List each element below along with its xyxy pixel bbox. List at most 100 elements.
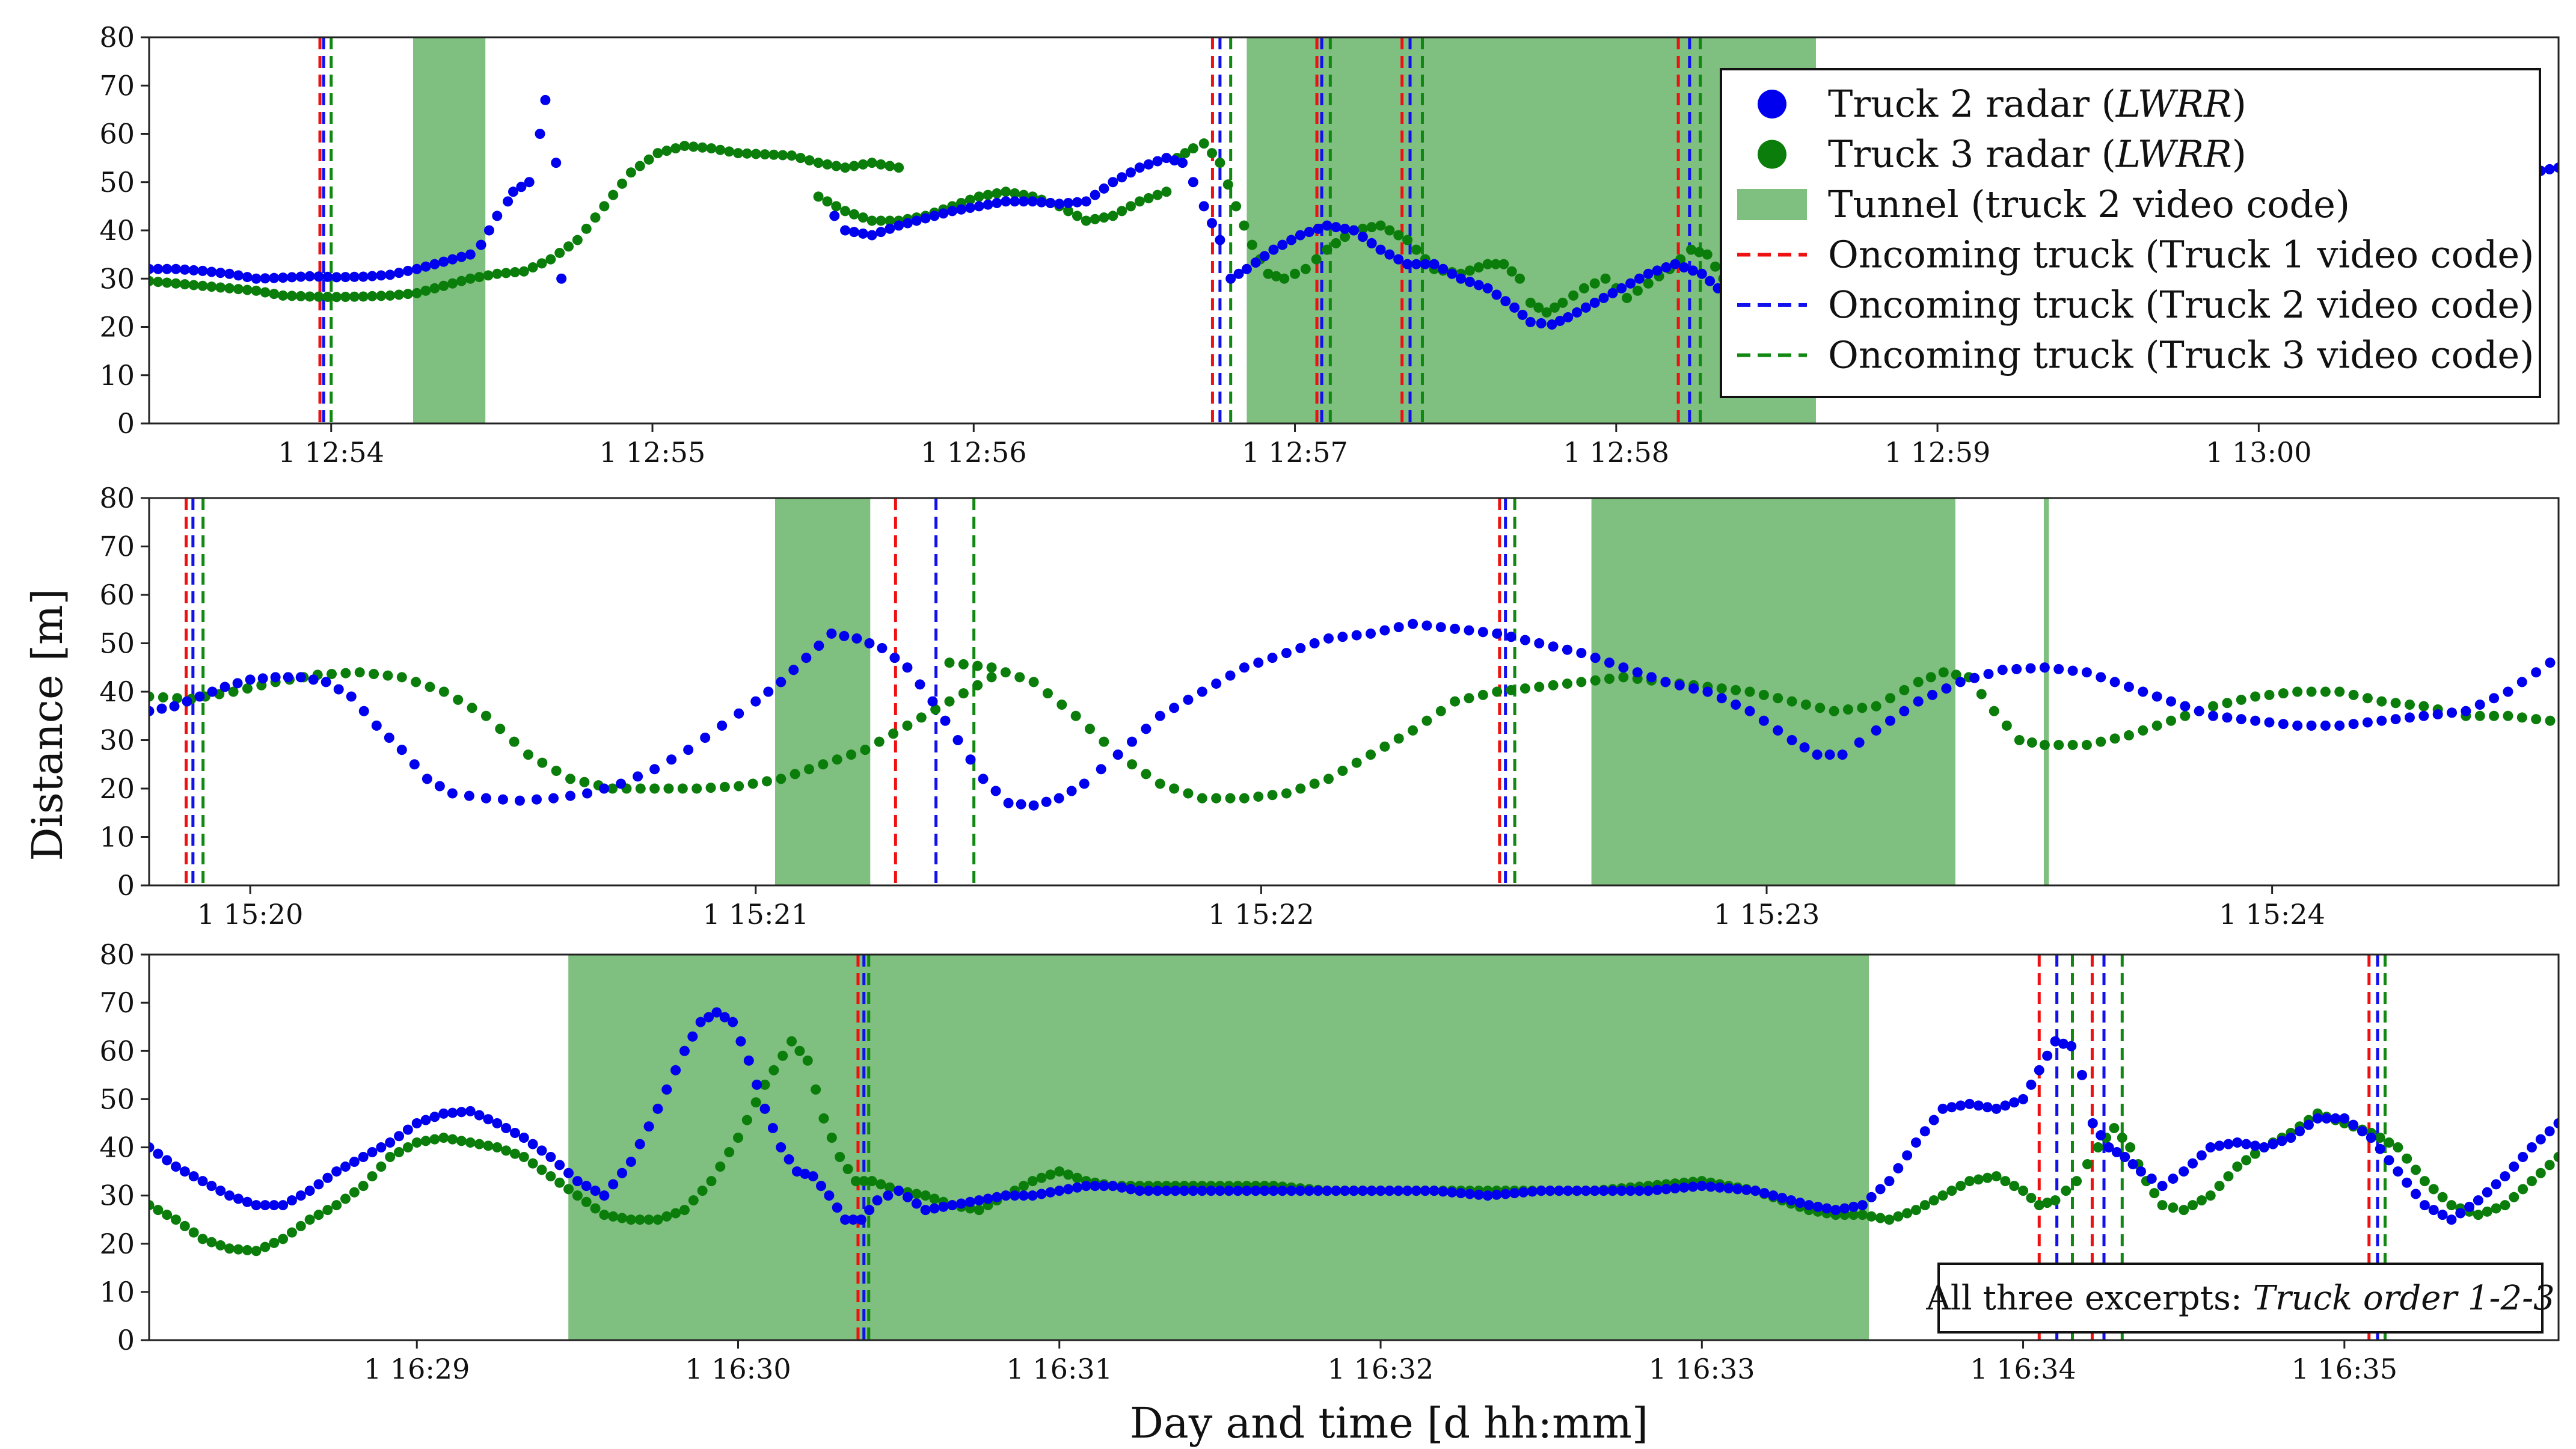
truck3-point xyxy=(794,1045,805,1056)
plot-area xyxy=(149,498,2556,885)
truck3-point xyxy=(509,267,520,278)
truck2-point xyxy=(1646,672,1657,683)
truck3-point xyxy=(688,141,699,152)
truck2-point xyxy=(2127,1159,2138,1170)
truck2-point xyxy=(1054,1186,1065,1196)
truck2-point xyxy=(2011,663,2022,674)
truck3-point xyxy=(787,150,797,161)
truck3-point xyxy=(2526,1176,2537,1187)
truck2-point xyxy=(242,272,253,283)
truck3-point xyxy=(331,1200,342,1211)
truck3-point xyxy=(759,149,770,160)
truck3-point xyxy=(787,1036,797,1047)
truck2-point xyxy=(1554,315,1565,326)
truck2-point xyxy=(1259,251,1270,262)
truck3-point xyxy=(286,1227,297,1238)
truck2-point xyxy=(1313,223,1323,234)
truck2-point xyxy=(2166,696,2177,707)
truck2-point xyxy=(1253,657,1264,668)
truck2-point xyxy=(554,1160,565,1171)
truck3-point xyxy=(1557,297,1568,308)
truck3-point xyxy=(269,1237,280,1248)
truck3-point xyxy=(1375,220,1386,231)
truck2-point xyxy=(1946,1102,1957,1113)
truck3-point xyxy=(447,278,458,289)
truck3-point xyxy=(2180,710,2191,721)
truck3-point xyxy=(1000,667,1011,678)
truck3-point xyxy=(1604,674,1615,685)
truck3-point xyxy=(420,285,431,296)
truck2-point xyxy=(367,271,378,281)
truck2-point xyxy=(915,679,925,690)
truck2-point xyxy=(894,220,904,231)
truck3-point xyxy=(369,668,379,679)
truck3-point xyxy=(944,696,955,707)
truck2-point xyxy=(1937,1103,1948,1114)
truck3-point xyxy=(1141,769,1152,780)
truck3-point xyxy=(866,215,877,226)
truck3-point xyxy=(813,158,824,168)
truck2-point xyxy=(2461,706,2471,716)
truck2-point xyxy=(376,270,387,281)
truck3-point xyxy=(215,282,226,293)
truck3-point xyxy=(768,149,779,160)
truck2-point xyxy=(149,706,155,716)
truck3-point xyxy=(453,694,464,705)
truck2-point xyxy=(516,182,527,192)
truck2-point xyxy=(1063,198,1074,209)
truck2-point xyxy=(2222,712,2233,723)
truck2-point xyxy=(1714,1182,1725,1193)
truck2-point xyxy=(402,1124,413,1135)
truck2-point xyxy=(1885,715,1896,726)
truck3-point xyxy=(1001,186,1011,197)
truck3-point xyxy=(1090,214,1100,224)
truck3-point xyxy=(554,247,565,258)
truck3-point xyxy=(1180,148,1191,159)
truck2-point xyxy=(1206,1186,1216,1196)
truck2-point xyxy=(2348,719,2359,730)
truck2-point xyxy=(1509,302,1520,313)
truck2-point xyxy=(1197,1186,1207,1196)
truck3-point xyxy=(652,148,663,159)
truck3-point xyxy=(734,781,744,792)
truck3-point xyxy=(652,1214,663,1225)
truck2-point xyxy=(1099,1181,1109,1192)
truck3-point xyxy=(313,291,324,302)
truck2-point xyxy=(1036,1189,1047,1199)
truck3-point xyxy=(635,783,646,794)
truck3-point xyxy=(492,1142,503,1152)
truck2-point xyxy=(245,674,256,685)
truck2-point xyxy=(1500,1189,1511,1199)
truck3-point xyxy=(1045,1169,1056,1180)
truck2-point xyxy=(447,254,458,265)
truck2-point xyxy=(1732,1184,1743,1195)
truck3-point xyxy=(1902,1208,1913,1219)
truck2-point xyxy=(1402,1186,1413,1196)
truck3-point xyxy=(972,660,983,671)
truck3-point xyxy=(465,273,476,284)
truck3-point xyxy=(916,712,927,723)
truck3-point xyxy=(1211,793,1222,804)
truck3-point xyxy=(2096,736,2106,747)
truck2-point xyxy=(902,218,913,229)
truck2-point xyxy=(320,677,331,688)
truck2-point xyxy=(956,204,967,215)
truck3-point xyxy=(590,1203,601,1214)
truck2-point xyxy=(233,270,244,281)
truck2-point xyxy=(1393,1186,1404,1196)
truck3-point xyxy=(2553,1152,2559,1163)
truck2-point xyxy=(358,271,369,282)
y-tick-label: 80 xyxy=(99,21,135,54)
y-tick-label: 10 xyxy=(99,821,135,854)
truck3-point xyxy=(1222,179,1233,190)
truck2-point xyxy=(1438,1186,1449,1197)
truck2-point xyxy=(456,1107,467,1118)
truck3-point xyxy=(1520,683,1530,694)
truck3-point xyxy=(545,1171,556,1182)
truck3-point xyxy=(1464,265,1475,276)
truck3-point xyxy=(411,288,422,298)
truck2-point xyxy=(162,1155,173,1166)
truck2-point xyxy=(964,1196,975,1207)
truck2-point xyxy=(1625,1186,1636,1196)
truck2-point xyxy=(1268,244,1279,255)
